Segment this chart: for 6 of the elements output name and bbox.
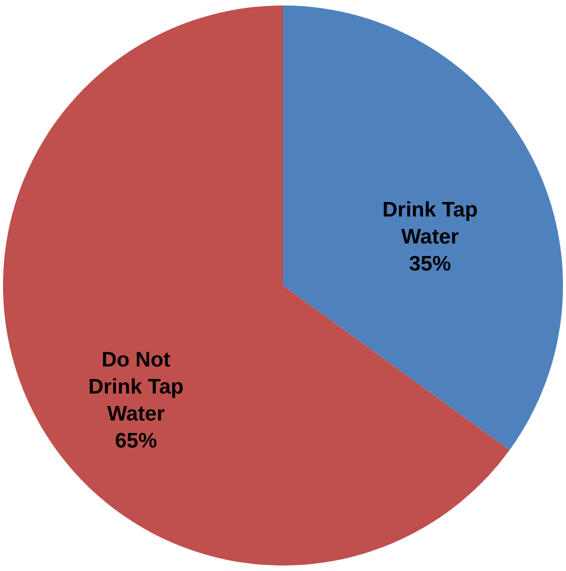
pie-slice [3, 6, 510, 566]
slice-label: Drink Tap Water [382, 198, 478, 249]
data-label: 35% [409, 252, 452, 276]
pie-slice [283, 6, 563, 450]
slice-label: Do Not Drink Tap Water [88, 348, 184, 426]
data-label: 65% [114, 429, 158, 452]
